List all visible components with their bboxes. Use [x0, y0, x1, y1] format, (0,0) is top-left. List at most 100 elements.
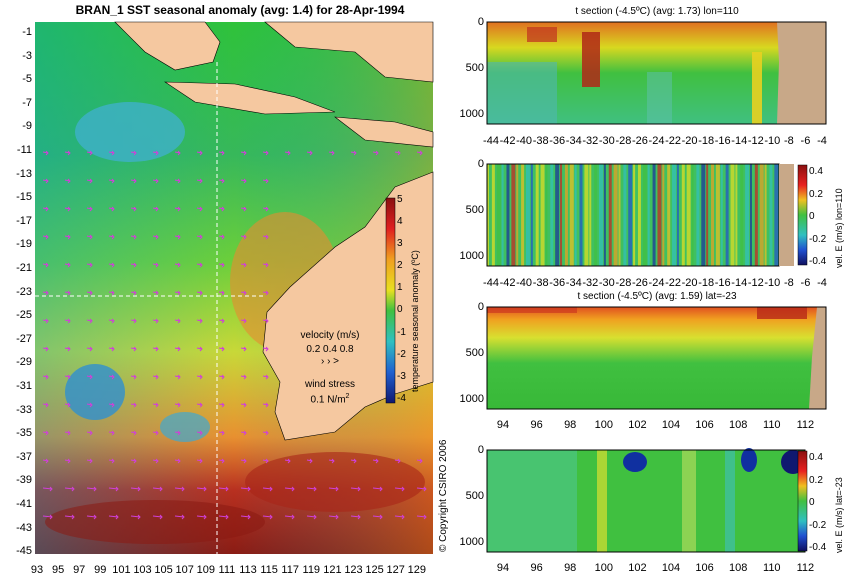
longitude-tick-label: 103: [133, 564, 152, 576]
x-tick-label: -6: [800, 135, 811, 147]
panel2-colorbar: [797, 164, 808, 266]
longitude-tick-label: 113: [239, 564, 257, 576]
depth-tick-label: 1000: [459, 536, 484, 548]
longitude-tick-label: 123: [344, 564, 363, 576]
x-tick-label: -44: [483, 277, 499, 289]
x-tick-label: -38: [532, 135, 549, 147]
latitude-tick-label: -29: [16, 356, 32, 369]
latitude-tick-label: -5: [22, 73, 32, 86]
longitude-tick-label: 115: [260, 564, 278, 576]
colorbar-tick-label: 4: [397, 216, 403, 228]
longitude-tick-label: 95: [51, 564, 65, 576]
longitude-tick-label: 97: [73, 564, 86, 576]
depth-tick-label: 0: [477, 301, 484, 313]
x-tick-label: -12: [747, 277, 764, 289]
latitude-tick-label: -39: [16, 474, 32, 487]
depth-tick-label: 500: [465, 62, 484, 74]
latitude-tick-label: -17: [16, 214, 32, 227]
depth-tick-label: 0: [477, 158, 484, 170]
depth-tick-label: 1000: [459, 108, 484, 120]
panel3-temperature-section[interactable]: [486, 306, 827, 410]
latitude-tick-label: -35: [16, 427, 32, 440]
x-tick-label: 96: [530, 419, 543, 431]
x-tick-label: 100: [594, 419, 613, 431]
latitude-tick-label: -31: [16, 380, 32, 392]
x-tick-label: -16: [714, 135, 731, 147]
velocity-legend-arrows: › › >: [320, 356, 340, 367]
panel1-temperature-section[interactable]: [486, 21, 827, 125]
colorbar-tick-label: -3: [397, 370, 406, 382]
x-tick-label: -30: [598, 135, 615, 147]
x-tick-label: 110: [763, 419, 781, 431]
latitude-tick-label: -43: [16, 521, 32, 534]
velocity-colorbar-tick: -0.2: [809, 519, 827, 531]
colorbar-tick-label: 0: [397, 304, 403, 316]
x-tick-label: -36: [549, 277, 566, 289]
longitude-tick-label: 121: [323, 564, 342, 576]
x-tick-label: -18: [698, 135, 715, 147]
x-tick-label: -42: [499, 135, 516, 147]
depth-tick-label: 500: [465, 204, 484, 216]
wind-stress-title: wind stress: [304, 379, 355, 390]
velocity-colorbar-tick: -0.4: [809, 256, 827, 267]
x-tick-label: -38: [532, 277, 549, 289]
latitude-tick-label: -33: [16, 403, 32, 416]
longitude-tick-label: 117: [281, 564, 299, 576]
panel4-velocity-section[interactable]: [486, 448, 806, 553]
panel1-title: t section (-4.5ºC) (avg: 1.73) lon=110: [575, 6, 739, 17]
x-tick-label: 112: [796, 419, 815, 431]
colorbar-tick-label: 1: [397, 282, 403, 294]
panel1-land: [777, 22, 826, 124]
x-tick-label: 94: [496, 419, 510, 431]
x-tick-label: -34: [565, 277, 582, 289]
panel3-land: [809, 307, 826, 409]
velocity-colorbar-tick: 0: [809, 497, 815, 508]
sst-colorbar: [385, 197, 396, 404]
x-tick-label: 108: [729, 562, 748, 574]
velocity-colorbar-tick: 0.2: [809, 474, 823, 486]
x-tick-label: -14: [731, 135, 748, 147]
x-tick-label: -18: [698, 277, 715, 289]
x-tick-label: -24: [648, 277, 665, 289]
longitude-tick-label: 129: [407, 564, 426, 576]
x-tick-label: 110: [763, 562, 781, 574]
x-tick-label: 108: [729, 419, 748, 431]
x-tick-label: -4: [817, 277, 827, 289]
x-tick-label: -12: [747, 135, 764, 147]
x-tick-label: -40: [516, 277, 533, 289]
land-indonesia: [114, 21, 221, 71]
colorbar-tick-label: 2: [397, 260, 403, 272]
panel2-velocity-section[interactable]: [486, 163, 780, 267]
x-tick-label: -32: [582, 277, 599, 289]
map-title: BRAN_1 SST seasonal anomaly (avg: 1.4) f…: [75, 3, 405, 17]
x-tick-label: -22: [665, 135, 681, 147]
velocity-legend-title: velocity (m/s): [300, 330, 360, 341]
latitude-tick-label: -23: [16, 285, 32, 298]
x-tick-label: 104: [661, 419, 681, 431]
latitude-tick-label: -15: [16, 191, 32, 204]
depth-tick-label: 500: [465, 490, 484, 502]
x-tick-label: -34: [565, 135, 582, 147]
longitude-tick-label: 119: [302, 564, 321, 576]
latitude-tick-label: -1: [22, 26, 32, 38]
x-tick-label: 112: [796, 562, 815, 574]
colorbar-tick-label: -4: [397, 392, 406, 404]
x-tick-label: -36: [549, 135, 566, 147]
latitude-tick-label: -19: [16, 238, 32, 251]
panel2-colorbar-label: vel. E (m/s) lon=110: [834, 188, 844, 268]
sst-map[interactable]: [35, 21, 434, 554]
x-tick-label: -22: [665, 277, 681, 289]
longitude-tick-label: 107: [175, 564, 194, 576]
velocity-colorbar-tick: 0: [809, 211, 815, 222]
x-tick-label: 102: [628, 562, 647, 574]
panel3-title: t section (-4.5ºC) (avg: 1.59) lat=-23: [577, 291, 737, 302]
colorbar-tick-label: 3: [397, 238, 403, 250]
x-tick-label: -14: [731, 277, 748, 289]
x-tick-label: -10: [764, 135, 781, 147]
x-tick-label: 98: [564, 419, 577, 431]
longitude-tick-label: 101: [112, 564, 131, 576]
x-tick-label: -20: [681, 277, 698, 289]
x-tick-label: 104: [661, 562, 681, 574]
colorbar-tick-label: 5: [397, 194, 403, 205]
depth-tick-label: 500: [465, 347, 484, 359]
